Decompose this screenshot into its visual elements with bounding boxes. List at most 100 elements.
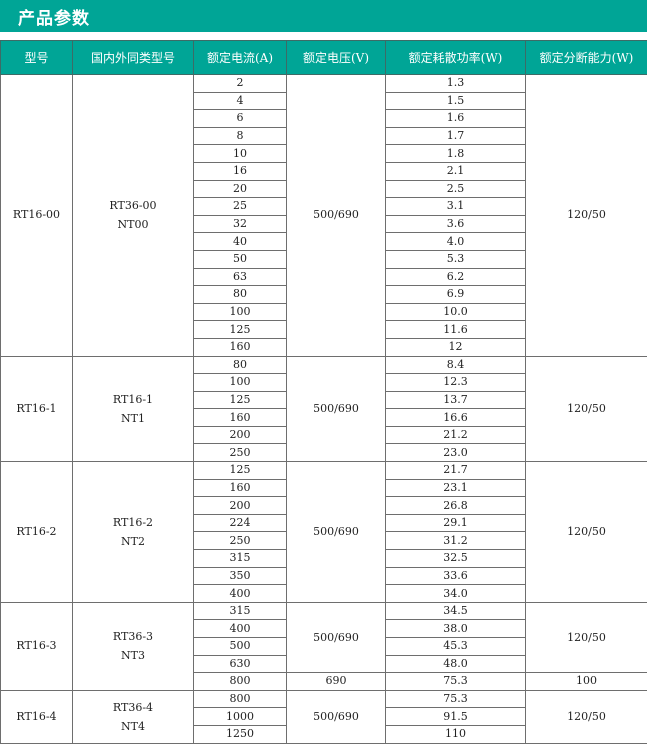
table-row: 125 11.6 bbox=[1, 320, 647, 339]
table-header-row: 型号 国内外同类型号 额定电流(A) 额定电压(V) 额定耗散功率(W) 额定分… bbox=[0, 40, 647, 75]
rated-power-cell: 11.6 bbox=[385, 320, 526, 339]
rated-voltage-cell: 500/690 bbox=[286, 689, 386, 744]
rated-power-cell: 12.3 bbox=[385, 373, 526, 392]
equivalent-model: NT2 bbox=[121, 534, 145, 548]
rated-power-cell: 21.7 bbox=[385, 461, 526, 480]
rated-power-cell: 48.0 bbox=[385, 654, 526, 674]
table-row: 50 5.3 bbox=[1, 249, 647, 269]
rated-power-cell: 4.0 bbox=[385, 232, 526, 251]
breaking-capacity-cell: 120/50 bbox=[525, 601, 647, 674]
rated-current-cell: 80 bbox=[193, 355, 287, 375]
table-row: 500 45.3 bbox=[1, 637, 647, 656]
table-row: RT16-2 RT16-2 NT2 125 500/690 21.7 120/50 bbox=[0, 461, 647, 603]
rated-power-cell: 6.9 bbox=[385, 285, 526, 304]
table-row: RT16-1 RT16-1 NT1 80 500/690 8.4 120/50 bbox=[0, 355, 647, 463]
rated-voltage-cell: 500/690 bbox=[286, 601, 386, 674]
rated-current-cell: 50 bbox=[193, 249, 287, 269]
breaking-capacity-cell: 120/50 bbox=[525, 689, 647, 744]
table-row: 6 1.6 bbox=[1, 109, 647, 128]
header-rated-current: 额定电流(A) bbox=[193, 40, 287, 75]
table-row: RT16-00 RT36-00 NT00 2 500/690 1.3 120/50 bbox=[0, 74, 647, 357]
rated-current-cell: 1250 bbox=[193, 724, 287, 744]
equivalent-model: RT16-2 bbox=[112, 515, 154, 529]
rated-current-cell: 315 bbox=[193, 601, 287, 621]
rated-power-cell: 3.6 bbox=[385, 214, 526, 234]
equivalent-model: NT00 bbox=[117, 218, 149, 232]
rated-power-cell: 13.7 bbox=[385, 390, 526, 410]
table-row: RT16-3 RT36-3 NT3 315 500/690 34.5 120/50 bbox=[0, 601, 647, 691]
rated-power-cell: 1.3 bbox=[385, 74, 526, 93]
rated-current-cell: 6 bbox=[193, 109, 287, 128]
rated-current-cell: 315 bbox=[193, 549, 287, 568]
equivalent-model-cell: RT36-00 NT00 bbox=[72, 74, 194, 357]
equivalent-model-cell: RT36-4 NT4 bbox=[72, 689, 194, 744]
rated-current-cell: 10 bbox=[193, 144, 287, 163]
rated-current-cell: 100 bbox=[193, 302, 287, 322]
model-cell: RT16-3 bbox=[0, 601, 73, 691]
model-cell: RT16-00 bbox=[0, 74, 73, 357]
rated-power-cell: 1.8 bbox=[385, 144, 526, 163]
equivalent-model: RT36-00 bbox=[109, 199, 157, 213]
equivalent-model-cell: RT36-3 NT3 bbox=[72, 601, 194, 691]
rated-voltage-cell: 690 bbox=[286, 672, 386, 691]
section-title-bar: 产品参数 bbox=[0, 0, 647, 32]
rated-current-cell: 800 bbox=[193, 672, 287, 691]
header-rated-power: 额定耗散功率(W) bbox=[385, 40, 526, 75]
rated-current-cell: 160 bbox=[193, 408, 287, 427]
equivalent-model-cell: RT16-1 NT1 bbox=[72, 355, 194, 463]
rated-current-cell: 200 bbox=[193, 496, 287, 515]
rated-power-cell: 91.5 bbox=[385, 707, 526, 726]
breaking-capacity-cell: 120/50 bbox=[525, 461, 647, 603]
rated-current-cell: 400 bbox=[193, 584, 287, 603]
rated-power-cell: 21.2 bbox=[385, 425, 526, 445]
equivalent-model: NT4 bbox=[121, 719, 145, 733]
rated-voltage-cell: 500/690 bbox=[286, 74, 386, 357]
table-row: 800 690 75.3 100 bbox=[1, 672, 647, 691]
breaking-capacity-cell: 120/50 bbox=[525, 74, 647, 357]
table-row: 350 33.6 bbox=[1, 566, 647, 586]
rated-power-cell: 26.8 bbox=[385, 496, 526, 515]
rated-current-cell: 200 bbox=[193, 425, 287, 445]
rated-power-cell: 23.0 bbox=[385, 443, 526, 463]
rated-current-cell: 20 bbox=[193, 179, 287, 199]
rated-current-cell: 350 bbox=[193, 566, 287, 586]
rated-power-cell: 110 bbox=[385, 724, 526, 744]
rated-voltage-cell: 500/690 bbox=[286, 461, 386, 603]
equivalent-model: RT16-1 bbox=[112, 392, 154, 406]
table-row: 125 13.7 bbox=[1, 390, 647, 410]
rated-current-cell: 250 bbox=[193, 531, 287, 551]
rated-power-cell: 5.3 bbox=[385, 249, 526, 269]
table-row: 25 3.1 bbox=[1, 197, 647, 216]
rated-current-cell: 100 bbox=[193, 373, 287, 392]
rated-power-cell: 34.0 bbox=[385, 584, 526, 603]
rated-current-cell: 500 bbox=[193, 637, 287, 656]
table-row: 400 38.0 bbox=[1, 619, 647, 638]
rated-power-cell: 1.7 bbox=[385, 126, 526, 146]
table-row: 250 31.2 bbox=[1, 531, 647, 551]
table-row: RT16-4 RT36-4 NT4 800 500/690 75.3 120/50 bbox=[0, 689, 647, 744]
equivalent-model: NT1 bbox=[121, 411, 145, 425]
rated-power-cell: 16.6 bbox=[385, 408, 526, 427]
table-row: 160 16.6 bbox=[1, 408, 647, 427]
equivalent-model: RT36-4 bbox=[112, 700, 154, 714]
section-title: 产品参数 bbox=[18, 9, 90, 29]
rated-power-cell: 29.1 bbox=[385, 513, 526, 533]
rated-power-cell: 75.3 bbox=[385, 689, 526, 709]
rated-current-cell: 2 bbox=[193, 74, 287, 93]
table-row: 40 4.0 bbox=[1, 232, 647, 251]
table-row: 100 12.3 bbox=[1, 373, 647, 392]
rated-power-cell: 75.3 bbox=[385, 672, 526, 691]
header-model: 型号 bbox=[0, 40, 73, 75]
rated-power-cell: 8.4 bbox=[385, 355, 526, 375]
rated-current-cell: 125 bbox=[193, 461, 287, 480]
rated-current-cell: 224 bbox=[193, 513, 287, 533]
rated-power-cell: 33.6 bbox=[385, 566, 526, 586]
rated-current-cell: 4 bbox=[193, 91, 287, 111]
model-cell: RT16-2 bbox=[0, 461, 73, 603]
breaking-capacity-cell: 120/50 bbox=[525, 355, 647, 463]
rated-current-cell: 32 bbox=[193, 214, 287, 234]
product-parameters-table: 型号 国内外同类型号 额定电流(A) 额定电压(V) 额定耗散功率(W) 额定分… bbox=[0, 40, 647, 744]
rated-current-cell: 40 bbox=[193, 232, 287, 251]
rated-current-cell: 25 bbox=[193, 197, 287, 216]
rated-current-cell: 80 bbox=[193, 285, 287, 304]
